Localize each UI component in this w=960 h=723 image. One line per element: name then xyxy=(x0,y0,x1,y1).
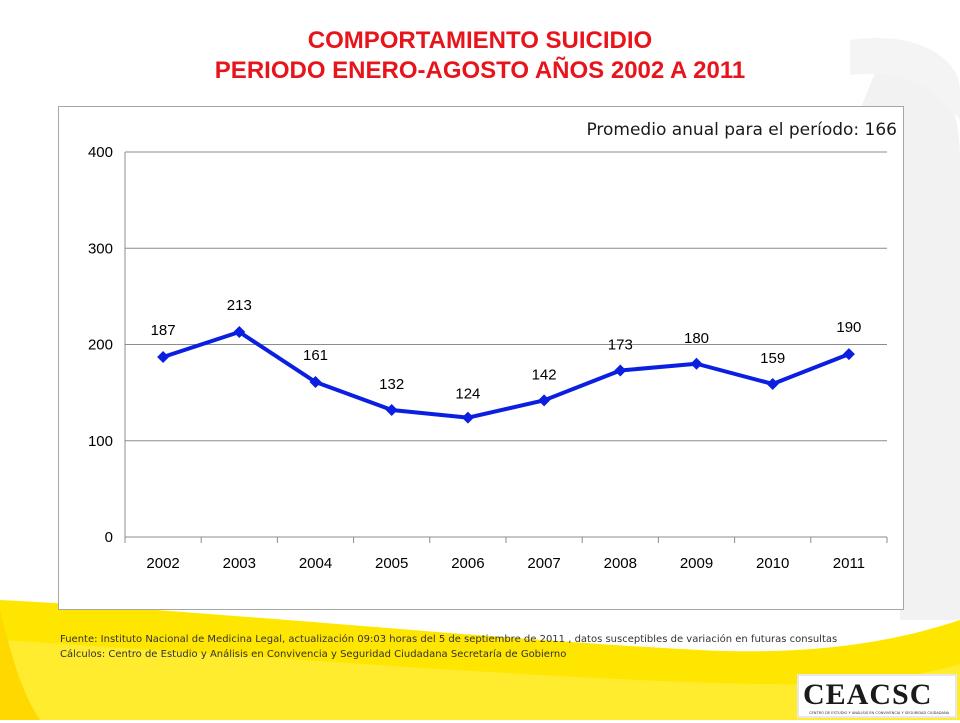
data-point-marker xyxy=(766,377,779,390)
x-tick-label: 2007 xyxy=(527,555,560,572)
y-tick-label: 0 xyxy=(105,529,113,546)
data-point-marker xyxy=(690,357,703,370)
data-point-marker xyxy=(842,348,855,361)
x-tick-label: 2006 xyxy=(451,555,484,572)
x-tick-label: 2011 xyxy=(833,555,865,572)
x-tick-label: 2002 xyxy=(146,555,179,572)
x-tick-label: 2010 xyxy=(756,555,789,572)
data-label: 159 xyxy=(760,350,785,367)
data-point-marker xyxy=(309,376,322,389)
logo-tagline: CENTRO DE ESTUDIO Y ANÁLISIS EN CONVIVEN… xyxy=(809,710,950,715)
data-label: 213 xyxy=(227,297,252,314)
data-point-marker xyxy=(157,351,170,364)
data-label: 173 xyxy=(608,336,633,353)
chart-area: 0 100 200 300 400 2002 2003 2004 2005 2006 2007 200… xyxy=(58,106,904,610)
data-label: 190 xyxy=(836,319,861,336)
y-tick-label: 100 xyxy=(88,433,113,450)
y-tick-label: 400 xyxy=(88,144,113,161)
data-label: 161 xyxy=(303,347,328,364)
x-tick-label: 2005 xyxy=(375,555,408,572)
data-point-marker xyxy=(233,325,246,338)
data-point-marker xyxy=(461,411,474,424)
logo-graphic: CEACSC CENTRO DE ESTUDIO Y ANÁLISIS EN C… xyxy=(797,674,957,718)
y-tick-label: 300 xyxy=(88,240,113,257)
title-line-1: COMPORTAMIENTO SUICIDIO xyxy=(307,27,653,54)
x-tick-label: 2008 xyxy=(604,555,637,572)
x-tick-label: 2009 xyxy=(680,555,713,572)
data-point-marker xyxy=(614,364,627,377)
slide-title: COMPORTAMIENTO SUICIDIO PERIODO ENERO-AG… xyxy=(60,26,900,86)
logo-text: CEACSC xyxy=(803,678,932,711)
data-label: 132 xyxy=(379,376,404,393)
data-point-marker xyxy=(385,403,398,416)
x-tick-label: 2004 xyxy=(299,555,332,572)
y-tick-label: 200 xyxy=(88,337,113,354)
footer-notes: Fuente: Instituto Nacional de Medicina L… xyxy=(60,632,920,662)
source-note: Fuente: Instituto Nacional de Medicina L… xyxy=(60,634,838,645)
x-tick-label: 2003 xyxy=(223,555,256,572)
title-line-2: PERIODO ENERO-AGOSTO AÑOS 2002 A 2011 xyxy=(214,57,746,84)
data-label: 124 xyxy=(455,386,480,403)
average-annotation: Promedio anual para el período: 166 xyxy=(586,120,897,140)
line-chart: 0 100 200 300 400 2002 2003 2004 2005 2006 2007 200… xyxy=(88,120,897,572)
data-point-marker xyxy=(538,394,551,407)
data-label: 187 xyxy=(151,322,176,339)
data-label: 180 xyxy=(684,330,709,347)
data-label: 142 xyxy=(532,366,557,383)
series-line xyxy=(162,329,850,420)
calc-note: Cálculos: Centro de Estudio y Análisis e… xyxy=(60,649,567,660)
ceacsc-logo: CEACSC CENTRO DE ESTUDIO Y ANÁLISIS EN C… xyxy=(797,674,957,718)
